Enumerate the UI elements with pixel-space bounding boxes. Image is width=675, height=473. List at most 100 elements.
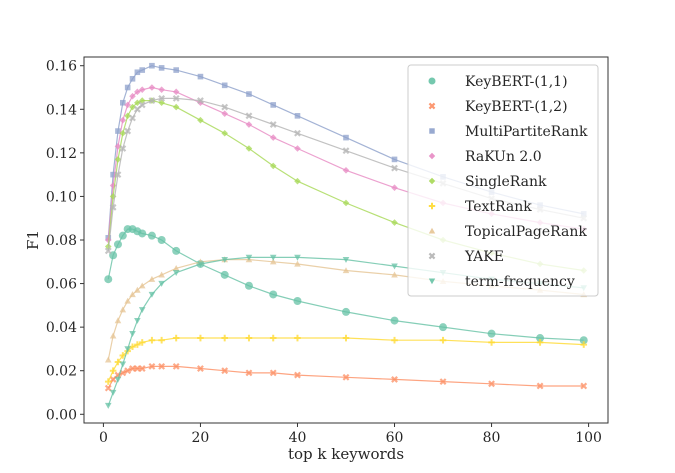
data-point — [134, 88, 141, 96]
data-point — [269, 121, 277, 128]
data-point — [221, 129, 229, 137]
data-point — [138, 282, 146, 289]
data-point — [197, 365, 204, 372]
data-point — [269, 290, 278, 299]
data-point — [138, 365, 146, 372]
series-keybert-1-2 — [104, 362, 588, 392]
data-point — [269, 134, 277, 141]
data-point — [129, 114, 136, 122]
data-point — [536, 334, 545, 343]
data-point — [391, 336, 398, 344]
data-point — [172, 265, 180, 271]
data-point — [270, 102, 277, 108]
data-point — [119, 145, 127, 152]
data-point — [342, 199, 350, 207]
data-point — [149, 62, 155, 69]
data-point — [294, 145, 301, 152]
data-point — [245, 369, 253, 377]
data-point — [148, 97, 156, 104]
data-point — [148, 291, 156, 298]
data-point — [391, 164, 398, 172]
y-tick-label: 0.08 — [46, 233, 77, 249]
data-point — [119, 306, 127, 313]
data-point — [158, 94, 166, 102]
x-tick-label: 20 — [192, 430, 210, 446]
legend-label: MultiPartiteRank — [465, 124, 588, 140]
data-point — [294, 177, 301, 185]
data-point — [124, 112, 131, 120]
data-point — [157, 236, 166, 244]
x-tick-label: 100 — [575, 430, 602, 446]
data-point — [488, 339, 495, 346]
data-point — [197, 261, 204, 268]
data-point — [391, 184, 398, 192]
x-tick-label: 60 — [386, 430, 404, 446]
data-point — [579, 336, 588, 345]
data-point — [104, 378, 112, 385]
data-point — [269, 369, 277, 377]
legend-marker — [428, 202, 436, 210]
data-point — [294, 371, 301, 379]
x-tick-label: 0 — [99, 430, 108, 446]
data-point — [139, 67, 146, 73]
data-point — [391, 156, 398, 163]
legend-label: TopicalPageRank — [465, 224, 587, 240]
data-point — [124, 346, 131, 353]
data-point — [487, 329, 496, 338]
data-point — [109, 332, 117, 339]
legend-marker — [428, 278, 436, 285]
data-point — [294, 260, 301, 267]
data-point — [269, 258, 277, 265]
data-point — [221, 334, 229, 342]
data-point — [124, 297, 131, 304]
data-point — [158, 280, 165, 287]
data-point — [104, 402, 112, 409]
data-point — [109, 193, 117, 200]
data-point — [104, 247, 112, 255]
y-tick-label: 0.00 — [46, 407, 77, 423]
data-point — [134, 69, 141, 76]
data-point — [114, 143, 122, 150]
legend-label: SingleRank — [465, 174, 547, 190]
data-point — [172, 270, 180, 276]
series-line — [107, 228, 584, 341]
data-point — [439, 378, 447, 386]
data-point — [245, 145, 253, 152]
data-point — [172, 94, 180, 102]
y-tick-label: 0.04 — [46, 320, 77, 336]
y-tick-label: 0.06 — [46, 277, 77, 293]
data-point — [580, 382, 588, 390]
data-point — [342, 307, 350, 316]
data-point — [536, 339, 544, 346]
data-point — [173, 67, 179, 73]
y-tick-label: 0.14 — [46, 102, 77, 118]
data-point — [114, 317, 122, 324]
legend-marker — [428, 252, 436, 260]
legend-box — [407, 64, 599, 297]
data-point — [133, 105, 141, 113]
data-point — [134, 99, 141, 107]
data-point — [158, 271, 165, 278]
data-point — [221, 367, 229, 375]
legend-label: RaKUn 2.0 — [465, 149, 542, 165]
data-point — [118, 231, 127, 240]
series-keybert-1-1 — [104, 225, 588, 345]
legend-label: term-frequency — [465, 274, 575, 290]
data-point — [124, 367, 132, 375]
legend-label: KeyBERT-(1,1) — [465, 74, 568, 90]
series-line — [107, 337, 584, 382]
data-point — [245, 254, 253, 261]
data-point — [138, 101, 146, 109]
data-point — [148, 362, 156, 370]
data-point — [134, 317, 141, 324]
data-point — [114, 376, 122, 383]
data-point — [439, 323, 448, 332]
y-tick-label: 0.02 — [46, 364, 77, 380]
data-point — [138, 339, 146, 346]
data-point — [114, 171, 122, 179]
data-point — [148, 336, 156, 344]
data-point — [138, 307, 146, 314]
data-point — [113, 240, 122, 249]
x-axis-label: top k keywords — [288, 445, 404, 463]
